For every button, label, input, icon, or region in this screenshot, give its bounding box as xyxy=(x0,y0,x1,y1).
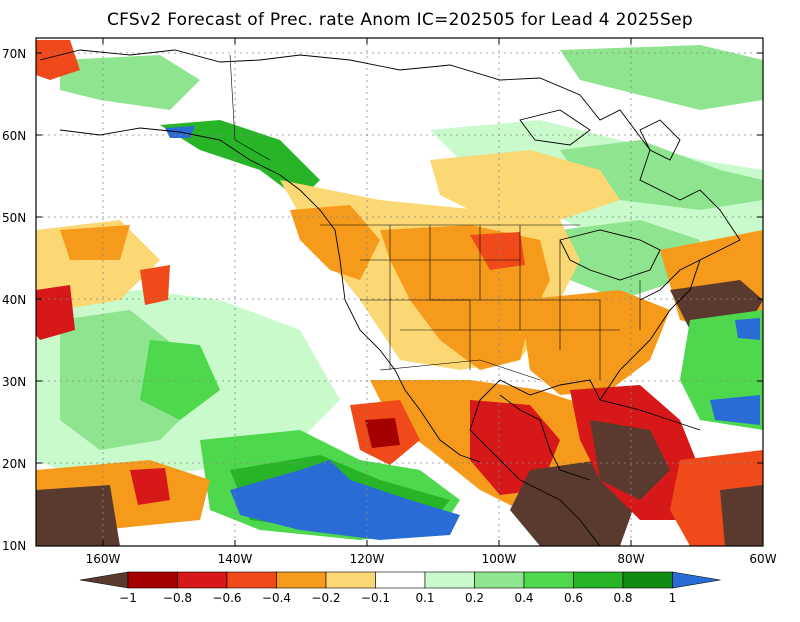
northplains-red xyxy=(470,232,525,270)
lat-label-10n: 10N xyxy=(2,539,26,553)
lon-label-120w: 120W xyxy=(350,552,385,566)
lon-label-60w: 60W xyxy=(749,552,776,566)
colorbar-swatch xyxy=(375,571,426,589)
colorbar-label: −0.2 xyxy=(311,591,340,605)
lat-label-20n: 20N xyxy=(2,457,26,471)
colorbar-swatch xyxy=(276,571,327,589)
pacific-dry-4 xyxy=(140,265,170,305)
lon-label-80w: 80W xyxy=(617,552,644,566)
canada-orange xyxy=(430,150,620,220)
political-borders xyxy=(229,54,641,381)
colorbar-swatch xyxy=(622,571,673,589)
lat-label-50n: 50N xyxy=(2,211,26,225)
colorbar-swatch xyxy=(325,571,376,589)
pacific-dry-2 xyxy=(36,285,75,340)
lat-label-70n: 70N xyxy=(2,47,26,61)
colorbar-label: 0.6 xyxy=(564,591,583,605)
nw-corner-orange xyxy=(36,40,80,80)
lon-label-100w: 100W xyxy=(482,552,517,566)
colorbar-swatch xyxy=(523,571,574,589)
lon-label-140w: 140W xyxy=(218,552,253,566)
colorbar-label: 0.4 xyxy=(514,591,533,605)
colorbar-label: −0.1 xyxy=(361,591,390,605)
colorbar-label: 0.1 xyxy=(415,591,434,605)
colorbar-label: 0.2 xyxy=(465,591,484,605)
colorbar-swatch xyxy=(127,571,178,589)
colorbar-swatch xyxy=(672,571,721,589)
map-gridlines xyxy=(36,38,763,546)
colorbar-swatch xyxy=(573,571,624,589)
colorbar-label: 1 xyxy=(669,591,677,605)
colorbar-swatch xyxy=(226,571,277,589)
pacific-dry-7 xyxy=(130,468,170,505)
lat-ticks xyxy=(36,52,763,464)
colorbar-label: −1 xyxy=(119,591,137,605)
longitude-labels: 160W 140W 120W 100W 80W 60W xyxy=(86,552,777,566)
colorbar-label: −0.4 xyxy=(262,591,291,605)
colorbar-label: −0.6 xyxy=(212,591,241,605)
lat-label-60n: 60N xyxy=(2,129,26,143)
caribbean-brown xyxy=(590,420,670,500)
colorbar-swatch xyxy=(474,571,525,589)
arctic-green xyxy=(560,45,763,110)
anomaly-field xyxy=(36,38,763,546)
colorbar-labels: −1 −0.8 −0.6 −0.4 −0.2 −0.1 0.1 0.2 0.4 0.6 0.8 1 xyxy=(119,591,676,605)
lon-label-160w: 160W xyxy=(86,552,121,566)
tropical-pacific-blue xyxy=(230,460,460,540)
map-title: CFSv2 Forecast of Prec. rate Anom IC=202… xyxy=(106,10,693,30)
pacific-dry-6 xyxy=(36,485,120,546)
pacific-mid-green xyxy=(140,340,220,420)
se-us-orange xyxy=(520,290,670,395)
east-pacific-darkred xyxy=(365,418,400,448)
pacific-dry-3 xyxy=(60,225,130,260)
lat-label-30n: 30N xyxy=(2,375,26,389)
east-tropical-brown xyxy=(720,485,763,546)
colorbar-swatch xyxy=(177,571,228,589)
colorbar-swatch xyxy=(79,571,129,589)
map-frame xyxy=(35,37,764,547)
atlantic-blue-2 xyxy=(710,395,760,425)
pacific-nw-orange xyxy=(290,205,380,280)
colorbar-label: 0.8 xyxy=(613,591,632,605)
greatlakes-green xyxy=(560,220,700,300)
lon-ticks xyxy=(102,38,632,546)
alaska-green xyxy=(60,55,200,110)
coastlines xyxy=(39,49,741,546)
colorbar-swatch xyxy=(424,571,475,589)
lat-label-40n: 40N xyxy=(2,293,26,307)
colorbar xyxy=(79,571,721,589)
atlantic-blue xyxy=(735,318,760,340)
latitude-labels: 70N 60N 50N 40N 30N 20N 10N xyxy=(2,47,26,553)
colorbar-label: −0.8 xyxy=(163,591,192,605)
